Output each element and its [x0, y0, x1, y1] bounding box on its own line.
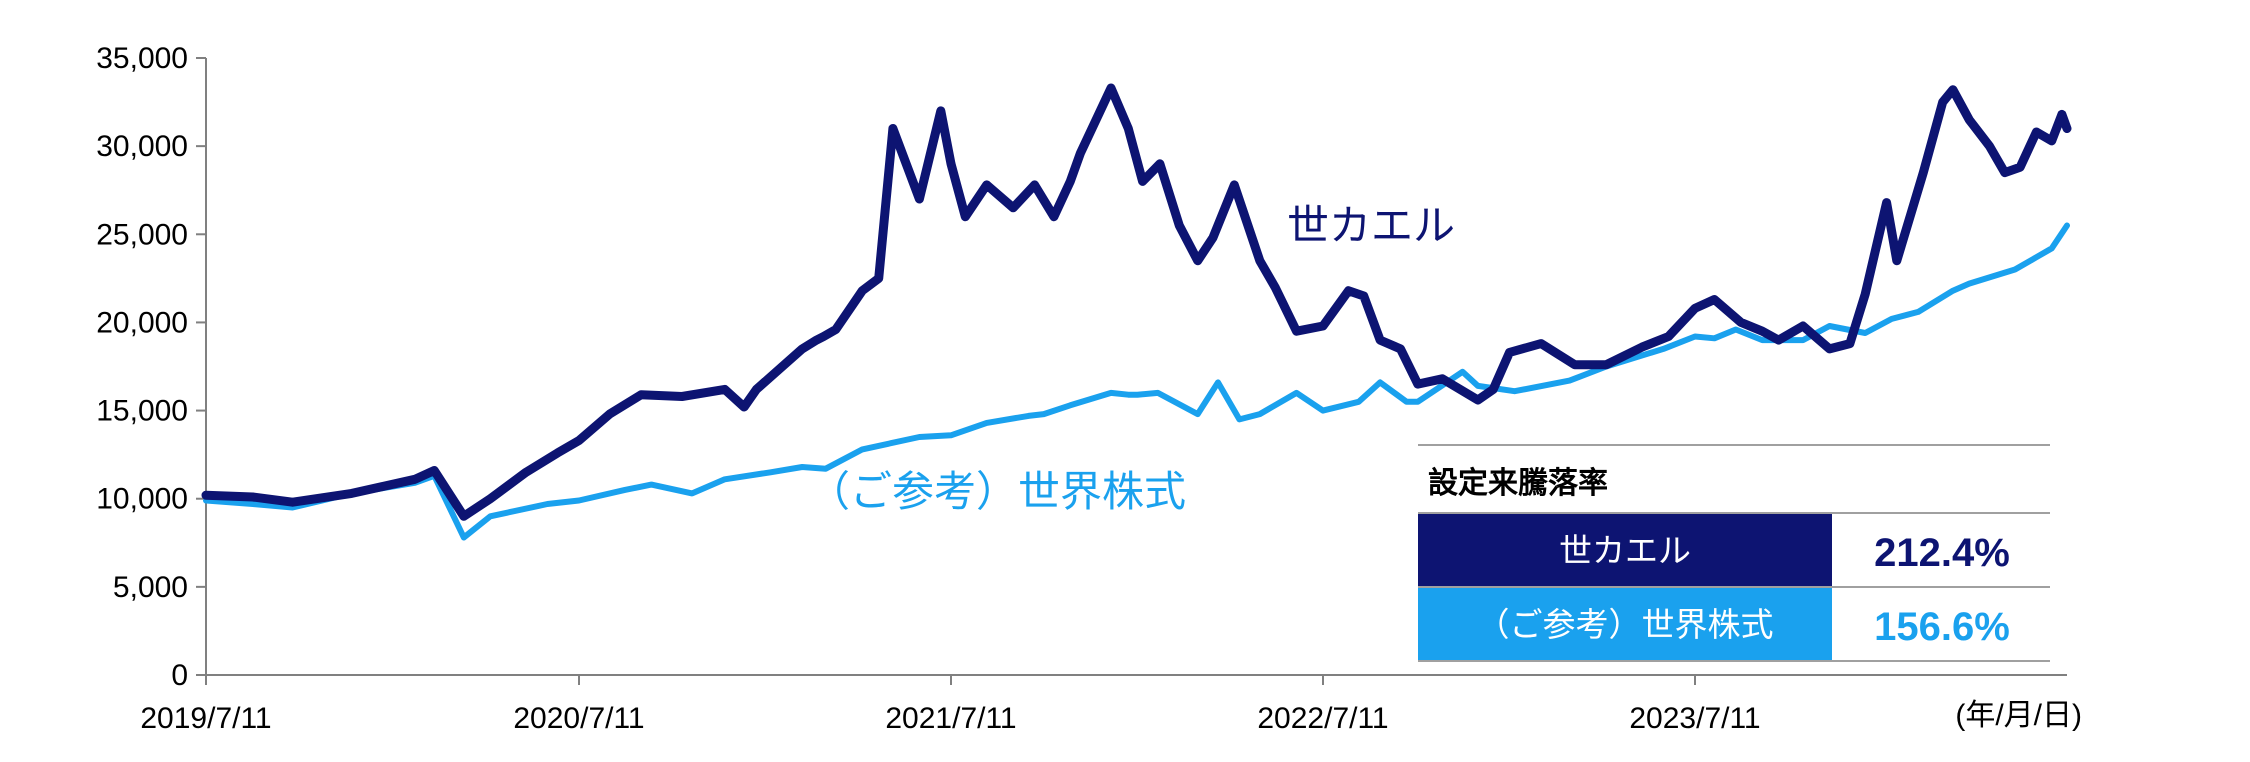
performance-legend: 設定来騰落率 世カエル 212.4% （ご参考）世界株式 156.6% — [1418, 444, 2050, 662]
x-unit-label: (年/月/日) — [1955, 699, 2082, 732]
legend-title: 設定来騰落率 — [1428, 466, 1608, 501]
y-ticks: 35,000 30,000 25,000 20,000 15,000 10,000 5,00… — [96, 42, 206, 692]
x-tick-label: 2020/7/11 — [513, 702, 644, 735]
y-tick-label: 0 — [171, 659, 188, 692]
legend-row-sekaeru-bg — [1418, 514, 1832, 586]
x-tick-label: 2022/7/11 — [1257, 702, 1388, 735]
legend-row-world-equity-value: 156.6% — [1874, 605, 2010, 649]
series-label-world-equity: （ご参考）世界株式 — [808, 467, 1186, 516]
x-tick-label: 2019/7/11 — [140, 702, 271, 735]
y-tick-label: 5,000 — [113, 571, 188, 604]
x-ticks: 2019/7/11 2020/7/11 2021/7/11 2022/7/11 2023… — [140, 675, 1761, 735]
series-lines — [201, 83, 2072, 541]
legend-row-world-equity-bg — [1418, 588, 1832, 660]
y-tick-label: 20,000 — [96, 306, 188, 339]
y-tick-label: 25,000 — [96, 218, 188, 251]
x-tick-label: 2021/7/11 — [885, 702, 1016, 735]
legend-row-sekaeru-value: 212.4% — [1874, 531, 2010, 575]
y-tick-label: 10,000 — [96, 483, 188, 516]
x-tick-label: 2023/7/11 — [1629, 702, 1760, 735]
y-tick-label: 35,000 — [96, 42, 188, 75]
series-label-sekaeru: 世カエル — [1287, 201, 1455, 250]
legend-row-world-equity-name: （ご参考）世界株式 — [1477, 605, 1774, 644]
series-line-sekaeru — [201, 83, 2072, 521]
y-tick-label: 30,000 — [96, 130, 188, 163]
x-axis: 2019/7/11 2020/7/11 2021/7/11 2022/7/11 2023… — [140, 674, 2082, 735]
legend-row-sekaeru-name: 世カエル — [1559, 531, 1691, 570]
y-axis: 35,000 30,000 25,000 20,000 15,000 10,000 5,00… — [96, 42, 207, 692]
y-tick-label: 15,000 — [96, 395, 188, 428]
